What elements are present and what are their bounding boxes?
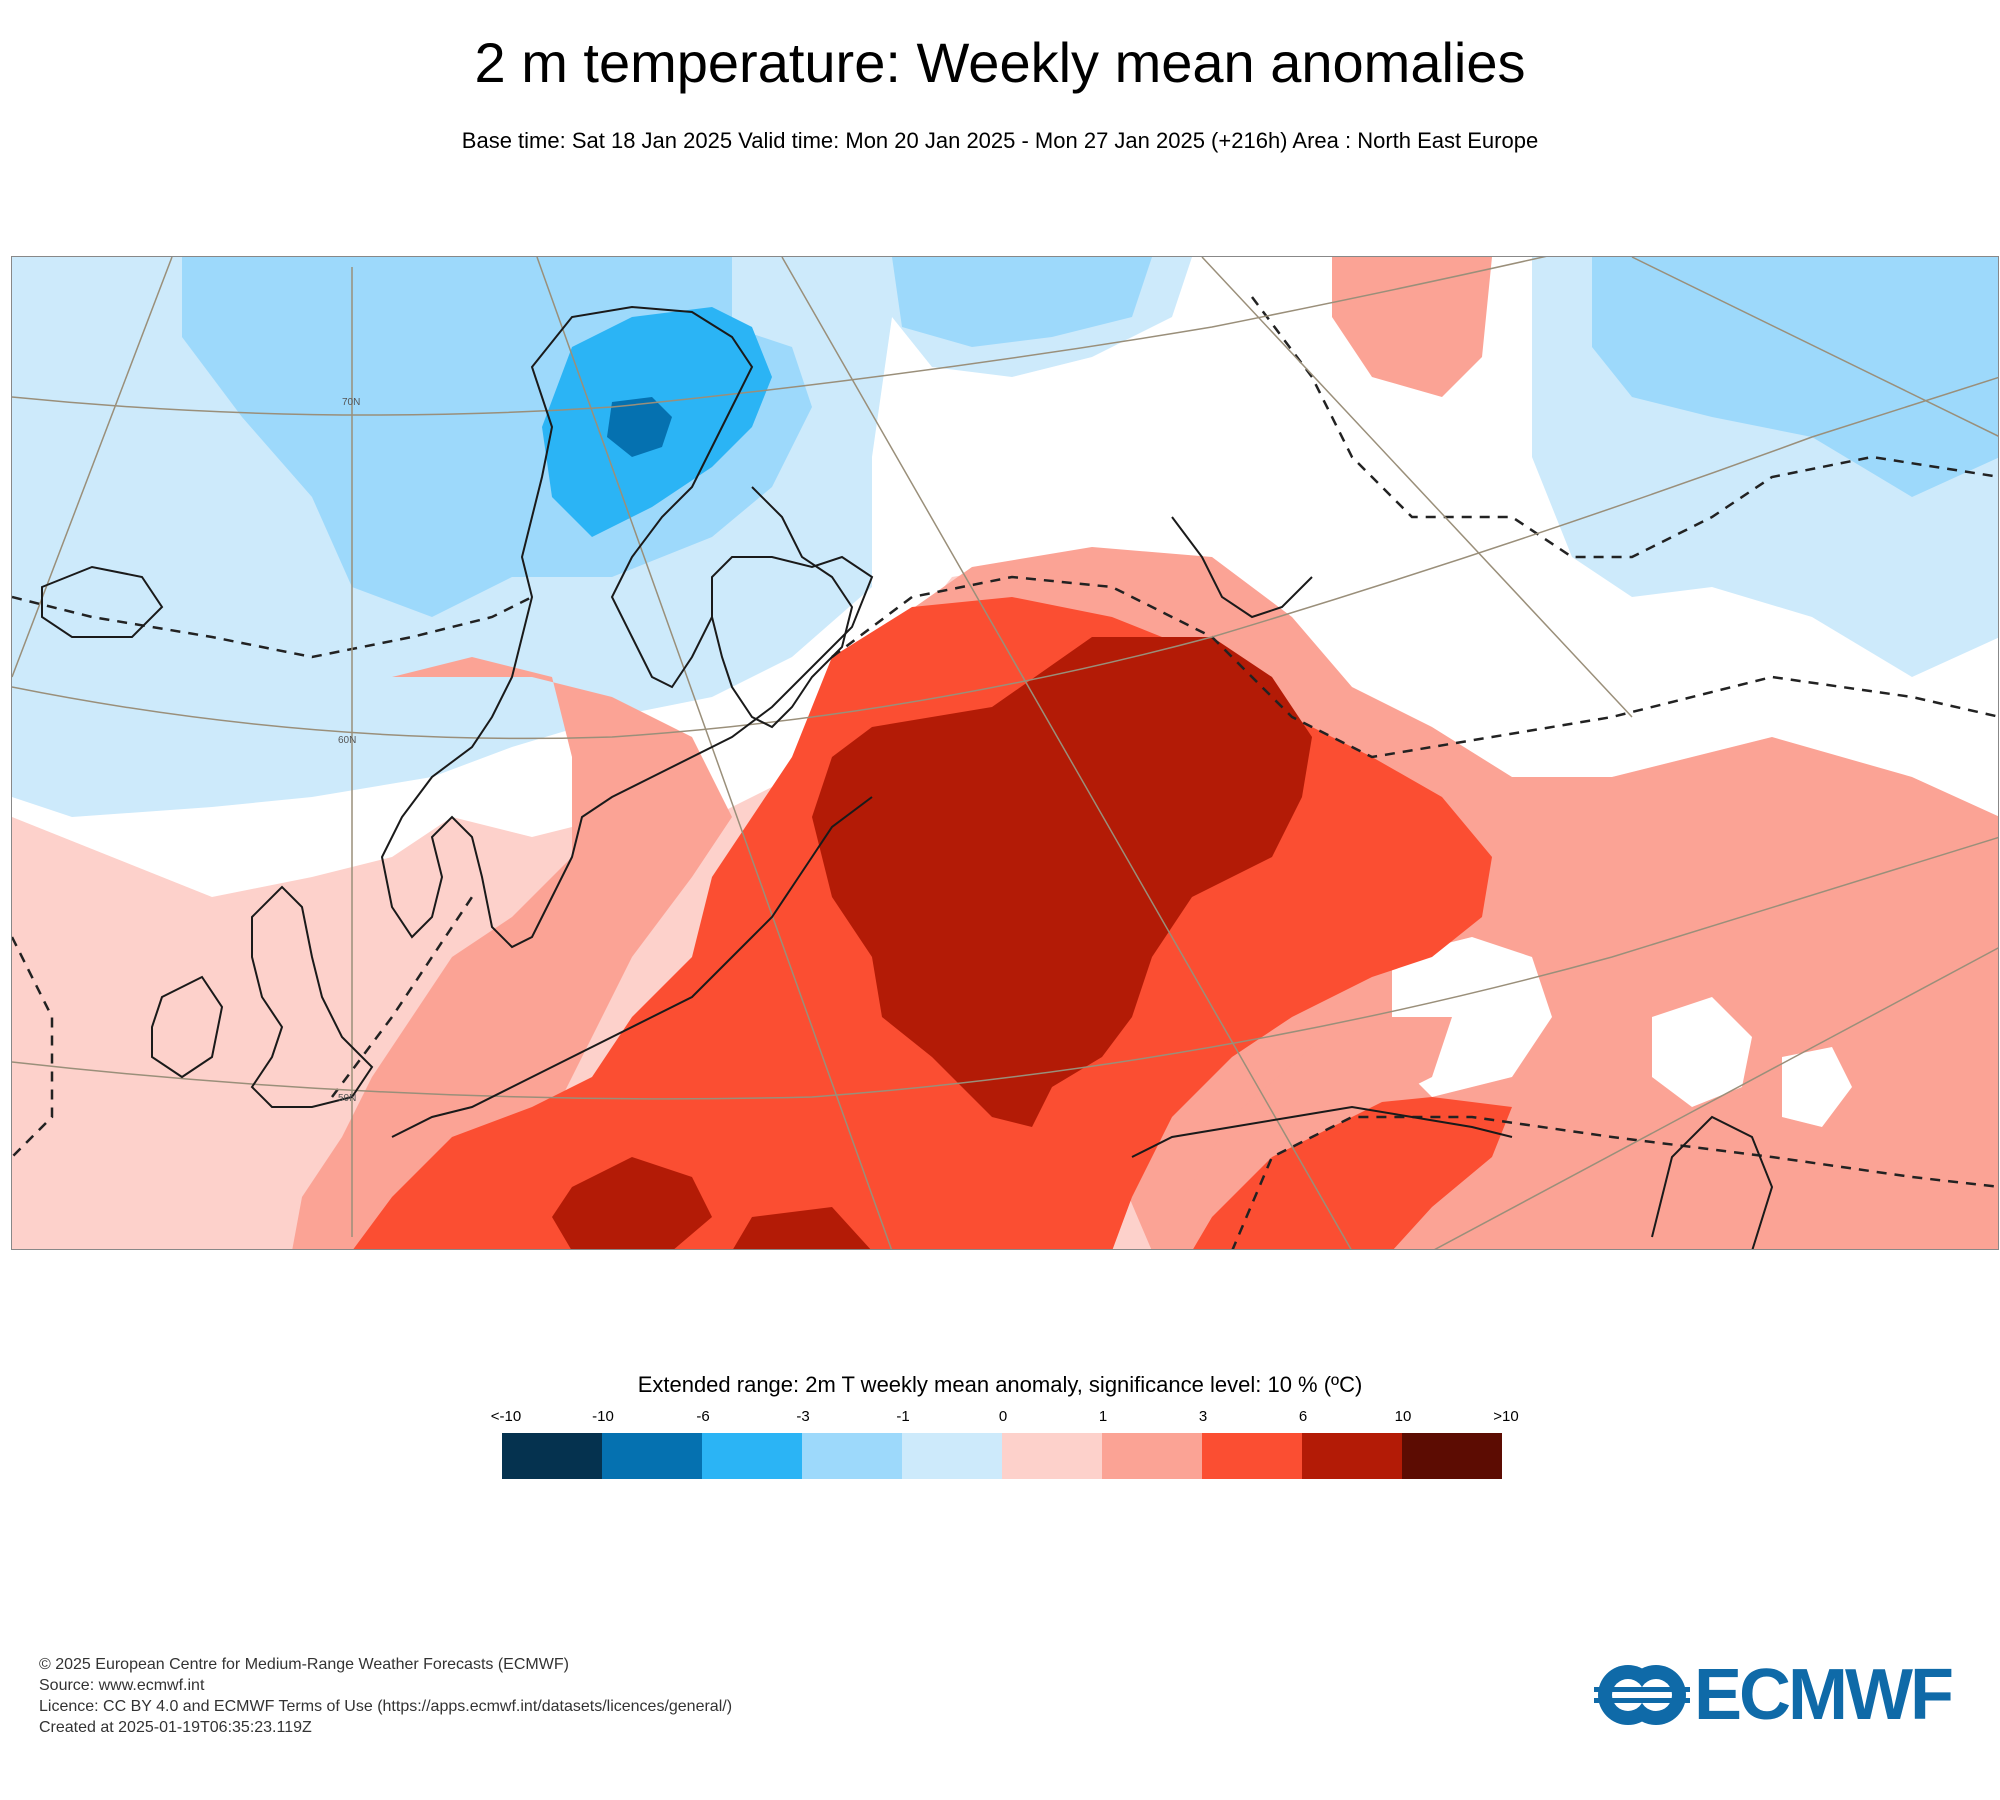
anomaly-map: 70N 60N 50N bbox=[11, 256, 1999, 1250]
coastlines bbox=[41, 305, 1774, 1249]
significance-contour-north bbox=[12, 595, 533, 659]
coastline-finland bbox=[711, 486, 854, 729]
legend-tick: 0 bbox=[998, 1408, 1008, 1425]
region-cool-medium-top bbox=[892, 257, 1152, 347]
coastline-scandinavia bbox=[380, 305, 874, 949]
coastline-caspian bbox=[1651, 1115, 1774, 1249]
chart-title: 2 m temperature: Weekly mean anomalies bbox=[474, 31, 1526, 94]
legend-ticks: <-10 -10 -6 -3 -1 0 1 3 6 10 >10 bbox=[0, 1408, 2000, 1428]
latitude-line-70n bbox=[12, 257, 1547, 416]
coastline-iceland bbox=[41, 565, 164, 638]
footer-licence: Licence: CC BY 4.0 and ECMWF Terms of Us… bbox=[39, 1698, 733, 1715]
lat-label-50n: 50N bbox=[338, 1093, 356, 1104]
legend-tick: 1 bbox=[1098, 1408, 1108, 1425]
legend-swatch-7 bbox=[1202, 1433, 1302, 1479]
legend-tick: >10 bbox=[1493, 1408, 1519, 1425]
legend-swatch-2 bbox=[702, 1433, 802, 1479]
region-warm-very-strong-south-2 bbox=[733, 1207, 871, 1249]
legend-title: Extended range: 2m T weekly mean anomaly… bbox=[637, 1372, 1363, 1397]
legend-tick: 3 bbox=[1198, 1408, 1208, 1425]
footer: © 2025 European Centre for Medium-Range … bbox=[39, 1654, 732, 1738]
legend-tick: <-10 bbox=[490, 1408, 522, 1425]
region-cool-medium-northeast bbox=[1592, 257, 1998, 497]
coastline-continent bbox=[391, 796, 873, 1138]
legend-swatch-5 bbox=[1002, 1433, 1102, 1479]
significance-contour-west bbox=[12, 936, 54, 1158]
legend-tick: 10 bbox=[1394, 1408, 1412, 1425]
coastline-ireland bbox=[151, 975, 224, 1079]
footer-copyright: © 2025 European Centre for Medium-Range … bbox=[39, 1656, 569, 1673]
ecmwf-logo-text: ECMWF bbox=[1694, 1655, 1954, 1735]
legend-swatch-4 bbox=[902, 1433, 1002, 1479]
region-warm-very-strong-south bbox=[552, 1157, 712, 1249]
legend-color-bar bbox=[502, 1433, 1502, 1479]
legend-tick: -1 bbox=[896, 1408, 910, 1425]
region-warm-light-tongue bbox=[1162, 1017, 1452, 1249]
meridian-line-6 bbox=[12, 257, 173, 678]
meridian-line-4 bbox=[1201, 257, 1633, 718]
meridian-line-5 bbox=[1631, 257, 1998, 437]
lat-label-70n: 70N bbox=[342, 397, 360, 408]
anomaly-map-svg: 70N 60N 50N bbox=[12, 257, 1998, 1249]
meridian-line-7 bbox=[1434, 947, 1998, 1249]
legend-swatch-8 bbox=[1302, 1433, 1402, 1479]
region-warm-light-west bbox=[292, 657, 732, 1249]
meridian-line-3 bbox=[781, 257, 1352, 1249]
lat-label-60n: 60N bbox=[338, 735, 356, 746]
coastline-britain bbox=[250, 885, 374, 1108]
legend-tick: -3 bbox=[796, 1408, 810, 1425]
legend-swatch-3 bbox=[802, 1433, 902, 1479]
footer-created: Created at 2025-01-19T06:35:23.119Z bbox=[39, 1719, 312, 1736]
coastline-black-sea bbox=[1131, 1105, 1513, 1158]
region-cool-very-strong-scandinavia bbox=[607, 397, 672, 457]
legend-tick: -10 bbox=[592, 1408, 614, 1425]
ecmwf-logo: ECMWF bbox=[1594, 1655, 1974, 1735]
legend-tick: -6 bbox=[696, 1408, 710, 1425]
legend-tick: 6 bbox=[1298, 1408, 1308, 1425]
latitude-line-60n bbox=[12, 376, 1998, 740]
ecmwf-logo-icon bbox=[1594, 1665, 1690, 1725]
legend-swatch-6 bbox=[1102, 1433, 1202, 1479]
legend-swatch-0 bbox=[502, 1433, 602, 1479]
chart-subtitle: Base time: Sat 18 Jan 2025 Valid time: M… bbox=[461, 128, 1539, 153]
footer-source: Source: www.ecmwf.int bbox=[39, 1677, 205, 1694]
legend-swatch-1 bbox=[602, 1433, 702, 1479]
significance-contour-south bbox=[1231, 1115, 1998, 1249]
coastline-white-sea bbox=[1171, 516, 1313, 619]
region-warm-light-northeast-blob bbox=[1332, 257, 1492, 397]
meridian-line-2 bbox=[536, 257, 893, 1249]
region-near-zero-southeast-3 bbox=[1782, 1047, 1852, 1127]
region-near-zero-southeast-2 bbox=[1652, 997, 1752, 1107]
latitude-line-50n bbox=[12, 836, 1998, 1100]
significance-contour-central bbox=[831, 575, 1998, 759]
region-warm-very-strong-core bbox=[812, 637, 1312, 1127]
legend-swatch-9 bbox=[1402, 1433, 1502, 1479]
